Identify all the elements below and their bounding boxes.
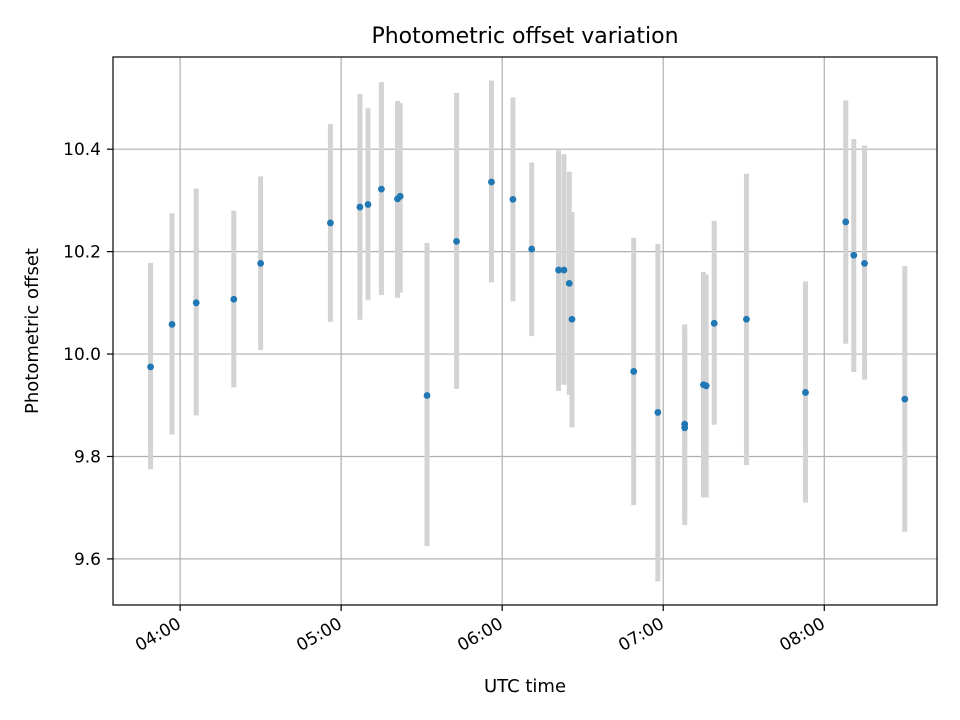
data-point: [257, 259, 265, 267]
data-point: [528, 245, 536, 253]
data-point: [364, 201, 372, 208]
data-point: [230, 295, 238, 303]
data-point: [423, 392, 431, 399]
data-point: [356, 203, 364, 211]
data-point: [168, 320, 176, 328]
data-point: [509, 195, 517, 203]
plot-frame: [112, 56, 938, 606]
y-tick-label: 10.0: [63, 345, 101, 365]
y-tick-label: 10.4: [63, 140, 101, 160]
data-point: [861, 259, 868, 267]
data-point: [488, 178, 495, 186]
grid: [113, 57, 937, 605]
data-point: [630, 368, 638, 375]
data-point: [453, 237, 460, 245]
data-point: [378, 185, 385, 193]
y-tick-label: 9.8: [74, 447, 101, 467]
data-point: [802, 389, 809, 396]
y-axis-label: Photometric offset: [22, 248, 43, 414]
data-point: [565, 279, 573, 287]
data-point: [842, 218, 850, 226]
chart-title: Photometric offset variation: [371, 24, 678, 49]
data-point: [555, 266, 562, 274]
data-points: [147, 178, 909, 432]
data-point: [681, 424, 689, 432]
data-point: [396, 192, 404, 200]
data-point: [147, 363, 154, 371]
x-axis-label: UTC time: [484, 676, 566, 697]
data-point: [560, 266, 568, 274]
y-tick-label: 10.2: [63, 243, 101, 263]
y-tick-label: 9.6: [74, 550, 101, 570]
data-point: [702, 382, 710, 390]
data-point: [192, 299, 200, 307]
data-point: [743, 315, 750, 323]
data-point: [327, 219, 334, 227]
data-point: [568, 315, 576, 323]
data-point: [710, 319, 718, 327]
data-point: [901, 395, 909, 403]
data-point: [850, 251, 858, 259]
data-point: [654, 409, 662, 416]
